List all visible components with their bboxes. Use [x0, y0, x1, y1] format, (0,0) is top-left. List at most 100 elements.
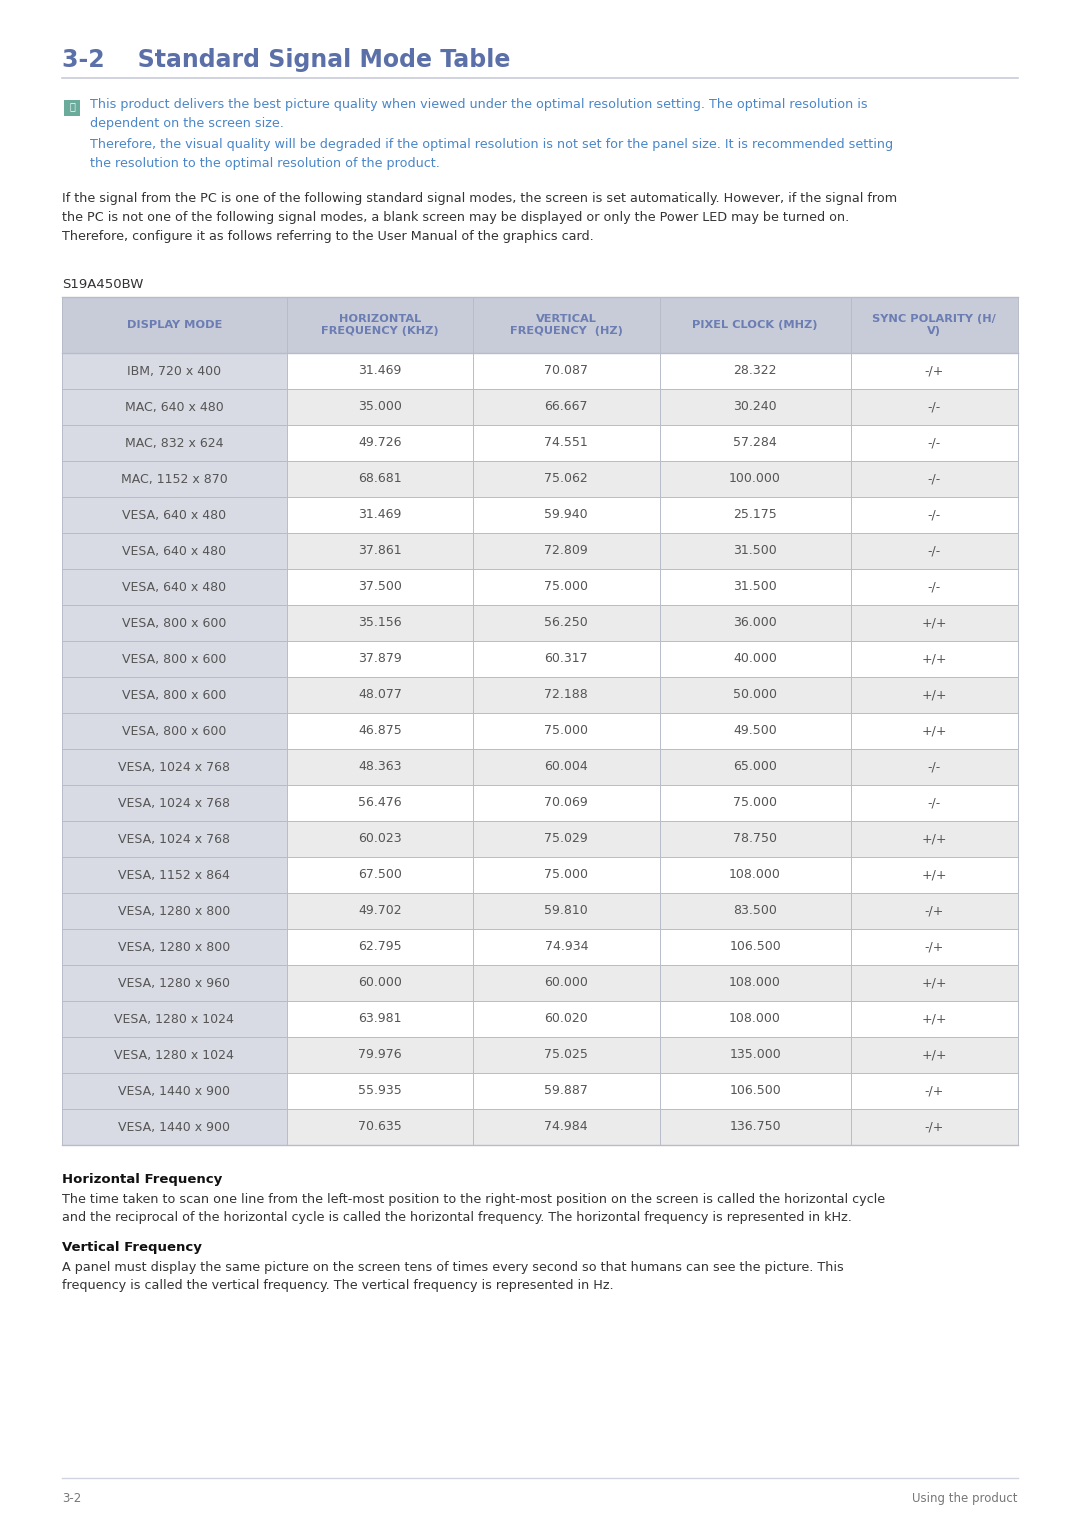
Text: Therefore, the visual quality will be degraded if the optimal resolution is not : Therefore, the visual quality will be de…: [90, 137, 893, 169]
Text: 68.681: 68.681: [359, 472, 402, 486]
Bar: [286, 353, 1018, 389]
Text: If the signal from the PC is one of the following standard signal modes, the scr: If the signal from the PC is one of the …: [62, 192, 897, 243]
Text: 3-2: 3-2: [62, 1492, 81, 1506]
Bar: [286, 1002, 1018, 1037]
Text: 108.000: 108.000: [729, 976, 781, 989]
Text: VESA, 1152 x 864: VESA, 1152 x 864: [119, 869, 230, 881]
Text: 63.981: 63.981: [359, 1012, 402, 1026]
Bar: [286, 425, 1018, 461]
Text: 74.984: 74.984: [544, 1121, 589, 1133]
Text: 55.935: 55.935: [357, 1084, 402, 1098]
Text: -/+: -/+: [924, 1084, 944, 1098]
Bar: [62, 928, 286, 965]
Text: 70.087: 70.087: [544, 365, 589, 377]
Bar: [286, 461, 1018, 496]
Bar: [62, 1109, 286, 1145]
Text: 78.750: 78.750: [733, 832, 778, 846]
Text: 48.077: 48.077: [357, 689, 402, 701]
Bar: [62, 785, 286, 822]
Text: +/+: +/+: [921, 652, 947, 666]
Text: VESA, 1024 x 768: VESA, 1024 x 768: [119, 797, 230, 809]
Text: 59.887: 59.887: [544, 1084, 589, 1098]
Text: 83.500: 83.500: [733, 904, 777, 918]
Text: VESA, 1280 x 1024: VESA, 1280 x 1024: [114, 1012, 234, 1026]
Bar: [286, 533, 1018, 570]
Bar: [62, 296, 1018, 353]
Text: VESA, 1024 x 768: VESA, 1024 x 768: [119, 832, 230, 846]
Text: 74.934: 74.934: [544, 941, 588, 953]
Text: SYNC POLARITY (H/
V): SYNC POLARITY (H/ V): [873, 315, 996, 336]
Bar: [62, 857, 286, 893]
Text: 31.500: 31.500: [733, 580, 777, 594]
Text: 136.750: 136.750: [729, 1121, 781, 1133]
Text: 60.020: 60.020: [544, 1012, 589, 1026]
Text: VESA, 640 x 480: VESA, 640 x 480: [122, 508, 227, 522]
Bar: [62, 353, 286, 389]
Text: VESA, 800 x 600: VESA, 800 x 600: [122, 652, 227, 666]
Text: 62.795: 62.795: [359, 941, 402, 953]
Text: 37.500: 37.500: [357, 580, 402, 594]
Text: 79.976: 79.976: [359, 1049, 402, 1061]
Text: 37.879: 37.879: [357, 652, 402, 666]
Text: 36.000: 36.000: [733, 617, 777, 629]
Bar: [286, 389, 1018, 425]
Text: VESA, 1280 x 960: VESA, 1280 x 960: [119, 976, 230, 989]
Text: 75.000: 75.000: [544, 869, 589, 881]
Bar: [286, 1073, 1018, 1109]
Bar: [286, 750, 1018, 785]
Bar: [62, 570, 286, 605]
Bar: [286, 713, 1018, 750]
Text: VESA, 1280 x 800: VESA, 1280 x 800: [118, 941, 230, 953]
Text: ⎙: ⎙: [69, 101, 75, 111]
Text: 48.363: 48.363: [359, 760, 402, 774]
Bar: [286, 1109, 1018, 1145]
Text: 56.250: 56.250: [544, 617, 589, 629]
Text: HORIZONTAL
FREQUENCY (KHZ): HORIZONTAL FREQUENCY (KHZ): [321, 315, 438, 336]
Text: 31.469: 31.469: [359, 508, 402, 522]
Text: 3-2    Standard Signal Mode Table: 3-2 Standard Signal Mode Table: [62, 47, 511, 72]
Text: VESA, 1024 x 768: VESA, 1024 x 768: [119, 760, 230, 774]
Text: +/+: +/+: [921, 724, 947, 738]
Text: 67.500: 67.500: [357, 869, 402, 881]
Text: 59.810: 59.810: [544, 904, 589, 918]
Bar: [286, 496, 1018, 533]
Text: -/-: -/-: [928, 437, 941, 449]
Text: +/+: +/+: [921, 976, 947, 989]
Bar: [62, 389, 286, 425]
Bar: [62, 641, 286, 676]
Text: 108.000: 108.000: [729, 1012, 781, 1026]
Text: 75.025: 75.025: [544, 1049, 589, 1061]
Text: 108.000: 108.000: [729, 869, 781, 881]
Text: 35.000: 35.000: [357, 400, 402, 414]
Text: 49.726: 49.726: [359, 437, 402, 449]
Text: VESA, 800 x 600: VESA, 800 x 600: [122, 724, 227, 738]
Text: PIXEL CLOCK (MHZ): PIXEL CLOCK (MHZ): [692, 321, 818, 330]
Text: -/-: -/-: [928, 472, 941, 486]
Text: VESA, 800 x 600: VESA, 800 x 600: [122, 689, 227, 701]
Bar: [286, 641, 1018, 676]
Text: -/-: -/-: [928, 508, 941, 522]
Text: VESA, 640 x 480: VESA, 640 x 480: [122, 545, 227, 557]
Text: 106.500: 106.500: [729, 1084, 781, 1098]
Bar: [286, 857, 1018, 893]
Text: 75.000: 75.000: [733, 797, 778, 809]
Bar: [62, 605, 286, 641]
Text: MAC, 1152 x 870: MAC, 1152 x 870: [121, 472, 228, 486]
Bar: [62, 822, 286, 857]
Bar: [62, 893, 286, 928]
Text: 46.875: 46.875: [357, 724, 402, 738]
Text: -/-: -/-: [928, 760, 941, 774]
Text: 75.000: 75.000: [544, 580, 589, 594]
Text: 66.667: 66.667: [544, 400, 588, 414]
Text: DISPLAY MODE: DISPLAY MODE: [126, 321, 222, 330]
Text: 75.062: 75.062: [544, 472, 589, 486]
Bar: [62, 1037, 286, 1073]
Bar: [286, 822, 1018, 857]
Bar: [286, 928, 1018, 965]
Text: VERTICAL
FREQUENCY  (HZ): VERTICAL FREQUENCY (HZ): [510, 315, 623, 336]
Text: 60.004: 60.004: [544, 760, 589, 774]
Bar: [286, 570, 1018, 605]
Text: 75.000: 75.000: [544, 724, 589, 738]
Text: 30.240: 30.240: [733, 400, 777, 414]
Text: 50.000: 50.000: [733, 689, 778, 701]
